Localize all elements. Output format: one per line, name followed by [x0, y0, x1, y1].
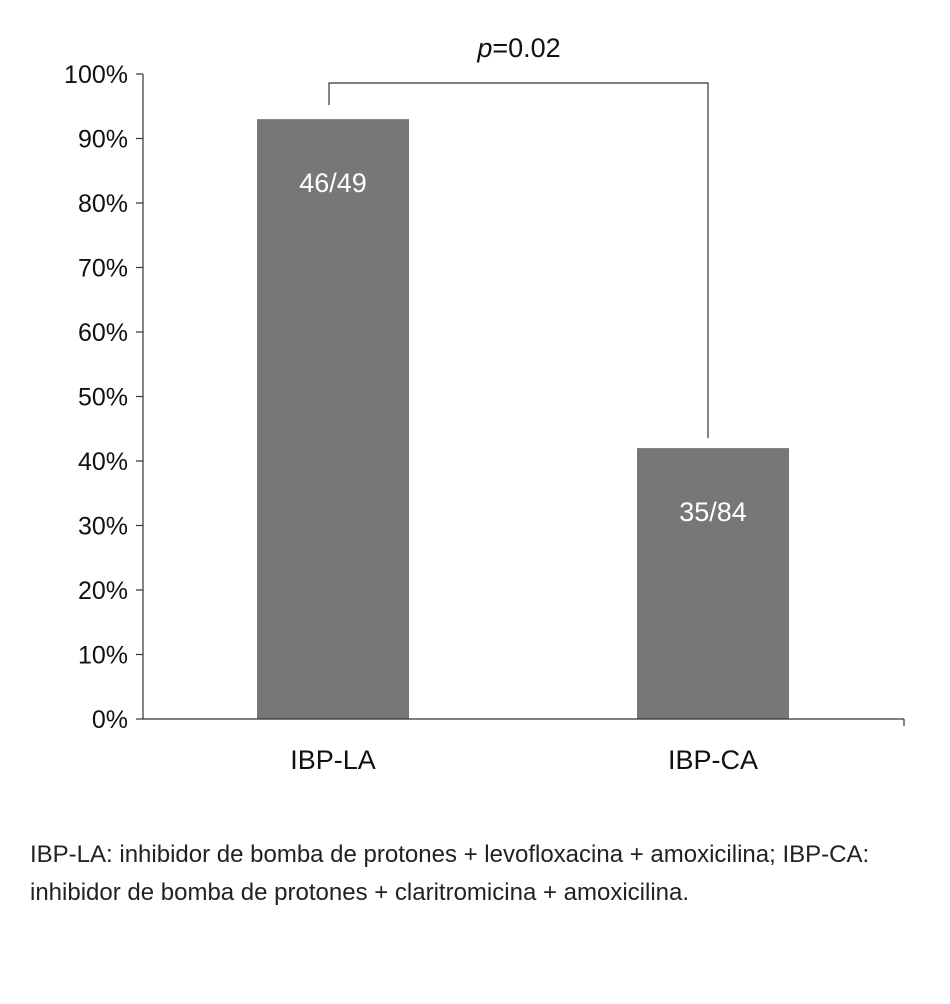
y-tick-label: 70% [78, 255, 128, 283]
y-tick-label: 20% [78, 577, 128, 605]
bar-chart: 0% 10% 20% 30% 40% 50% 60% 70% 80% 90% 100% 46/49 3… [64, 33, 905, 775]
bar [257, 119, 409, 719]
y-tick-label: 10% [78, 642, 128, 670]
bars: 46/49 35/84 [257, 119, 789, 719]
y-tick-label: 80% [78, 190, 128, 218]
bar-data-label: 35/84 [679, 497, 747, 527]
significance-bracket: p=0.02 [328, 33, 709, 439]
x-category-label: IBP-LA [290, 745, 376, 775]
bracket-line [328, 82, 709, 439]
figure-caption: IBP-LA: inhibidor de bomba de protones +… [30, 841, 870, 906]
p-value-label: p=0.02 [476, 33, 560, 63]
y-tick-label: 50% [78, 384, 128, 412]
p-symbol: p [476, 33, 492, 63]
y-tick-label: 90% [78, 126, 128, 154]
y-tick-label: 0% [92, 706, 128, 734]
bar-data-label: 46/49 [299, 168, 367, 198]
y-tick-label: 40% [78, 448, 128, 476]
y-tick-label: 100% [64, 61, 128, 89]
y-tick-label: 60% [78, 319, 128, 347]
x-category-label: IBP-CA [668, 745, 758, 775]
x-axis: IBP-LA IBP-CA [143, 718, 905, 775]
y-axis: 0% 10% 20% 30% 40% 50% 60% 70% 80% 90% 100% [64, 61, 144, 734]
p-value: =0.02 [492, 33, 560, 63]
y-tick-label: 30% [78, 513, 128, 541]
bar [637, 448, 789, 719]
